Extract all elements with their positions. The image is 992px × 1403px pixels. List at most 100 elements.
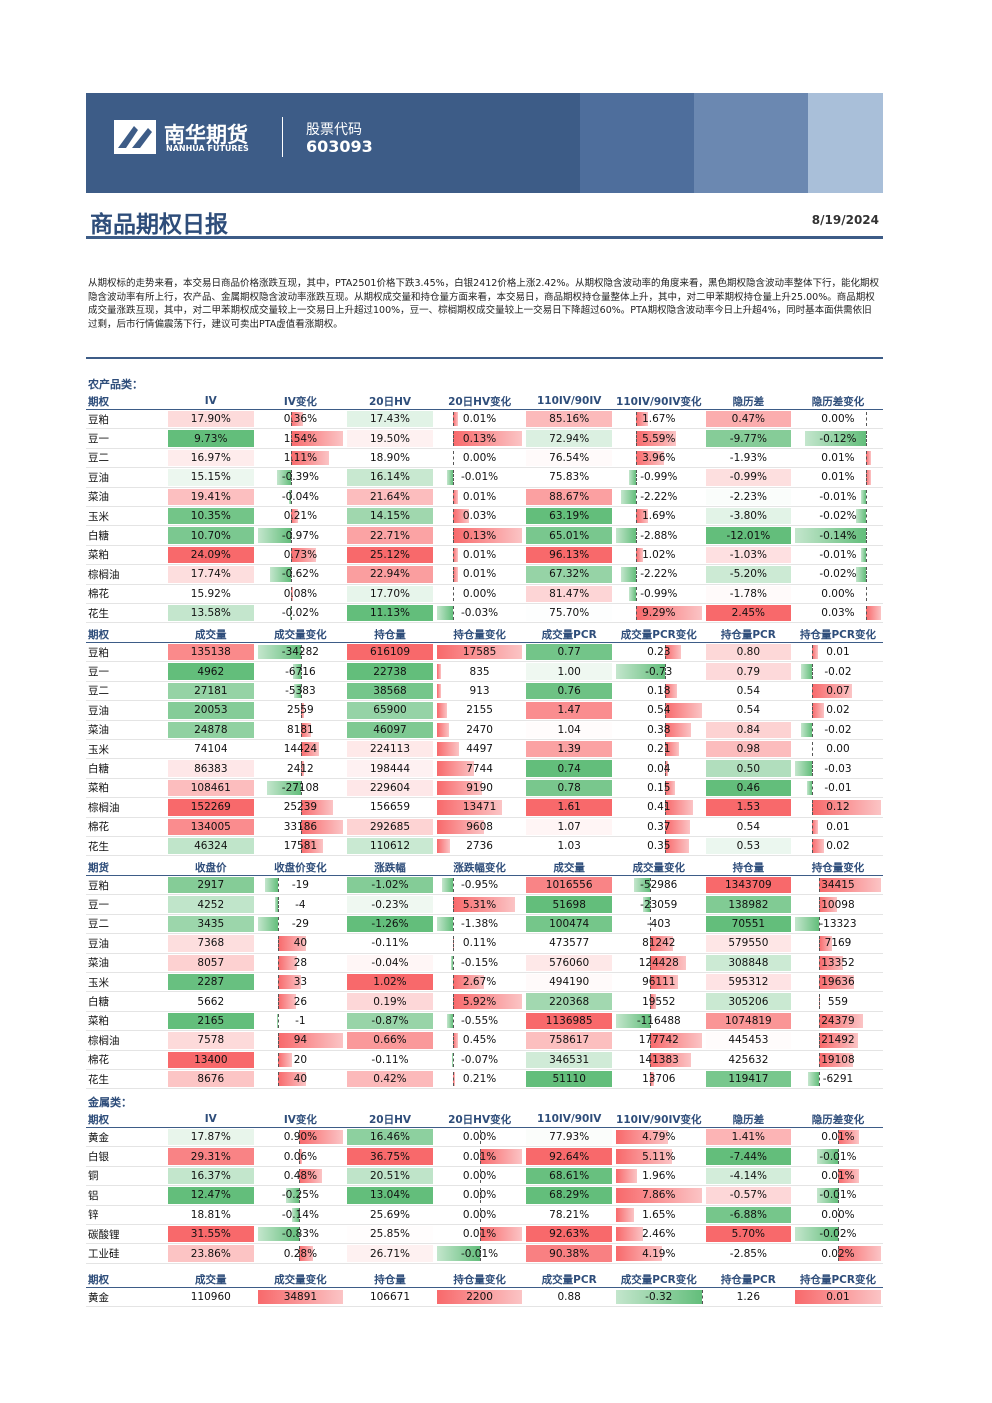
cell-text: -1.38% <box>461 917 499 930</box>
heat-fill <box>168 837 254 855</box>
table-row: 豆粕 17.90% 0.36% 17.43% 0.01% 85.16% 1.67% 0.47%… <box>86 410 883 430</box>
heat-fill <box>526 644 612 661</box>
cell-text: -0.01% <box>819 490 857 503</box>
table-cell: -1.93% <box>704 449 794 467</box>
data-bar <box>436 605 453 621</box>
data-bar <box>795 1226 838 1242</box>
data-bar <box>636 412 648 427</box>
bar-axis <box>301 819 303 834</box>
cell-text: 92.64% <box>549 1150 590 1163</box>
table-cell: 0.03% <box>435 507 525 525</box>
column-header: 110IV/90IV <box>536 395 602 407</box>
row-label-text: 棕榈油 <box>88 568 120 581</box>
cell-text: 18.81% <box>190 1208 231 1221</box>
table-cell: 0.12 <box>793 798 883 816</box>
cell-text: -0.14% <box>819 529 857 542</box>
data-bar <box>806 780 813 796</box>
table-cell: 22738 <box>345 662 435 680</box>
table-cell: -116488 <box>614 1012 704 1030</box>
heat-fill <box>526 1245 612 1262</box>
table-cell: 40 <box>256 1070 346 1088</box>
cell-text: 0.19% <box>373 995 407 1008</box>
table-row: 棉花 134005 33186 292685 9608 1.07 0.37 0.54 0.01 <box>86 818 883 837</box>
bar-axis <box>290 508 292 524</box>
cell-text: 1.11% <box>283 451 318 464</box>
cell-text: 74104 <box>194 743 228 756</box>
table-cell: -19 <box>256 876 346 894</box>
table-cell: 46097 <box>345 721 435 739</box>
table-cell: 0.98 <box>704 740 794 758</box>
heat-fill <box>347 507 433 525</box>
row-label: 豆粕 <box>86 876 166 894</box>
cell-text: 0.54 <box>647 704 671 717</box>
cell-text: 135138 <box>190 646 231 659</box>
heat-fill <box>526 604 612 622</box>
cell-text: 9190 <box>466 781 493 794</box>
row-label: 白糖 <box>86 759 166 777</box>
cell-text: 152269 <box>190 801 231 814</box>
table-cell: -0.39% <box>256 468 346 486</box>
cell-text: -0.97% <box>281 529 319 542</box>
table-cell: 0.00% <box>435 1206 525 1224</box>
column-header: 成交量PCR <box>541 628 597 641</box>
table-cell: -29 <box>256 915 346 933</box>
table-cell: 24.09% <box>166 546 256 564</box>
heat-fill <box>168 585 254 602</box>
table-row: 白银 29.31% 0.06% 36.75% 0.01% 92.64% 5.11% -7.44… <box>86 1147 883 1167</box>
heat-fill <box>347 799 433 816</box>
table-row: 黄金 110960 34891 106671 2200 0.88 -0.32 1.26 0.01 <box>86 1288 883 1308</box>
cell-text: 220368 <box>549 995 590 1008</box>
table-cell: 2412 <box>256 759 346 777</box>
cell-text: 106671 <box>369 1291 411 1304</box>
table-cell: 0.73% <box>256 546 346 564</box>
table-cell: 835 <box>435 662 525 680</box>
data-bar <box>865 605 881 621</box>
table-cell: 25.85% <box>345 1225 435 1243</box>
bar-axis <box>479 1149 481 1164</box>
data-bar <box>812 800 881 815</box>
cell-text: 17.87% <box>190 1131 231 1144</box>
cell-text: 2.67% <box>462 976 497 989</box>
table-cell: 76.54% <box>524 449 614 467</box>
cell-text: 15.15% <box>190 471 231 484</box>
table-cell: 1.04 <box>524 721 614 739</box>
heat-fill <box>347 1070 433 1088</box>
bar-axis <box>865 508 867 524</box>
cell-text: 75.83% <box>549 471 590 484</box>
cell-text: -2.88% <box>640 529 678 542</box>
table-cell: 46324 <box>166 837 256 855</box>
table-cell: -34282 <box>256 643 346 661</box>
heat-fill <box>705 1187 792 1204</box>
cell-text: -0.99% <box>640 471 678 484</box>
column-header: 20日HV变化 <box>448 1113 512 1126</box>
bar-axis <box>452 489 454 504</box>
data-bar <box>819 1013 863 1029</box>
table-cell: 67.32% <box>524 565 614 583</box>
cell-text: -0.03% <box>461 607 499 620</box>
header-block <box>808 93 883 193</box>
bar-axis <box>636 547 638 563</box>
cell-text: 1.00 <box>557 665 581 678</box>
cell-text: 31.55% <box>190 1228 231 1241</box>
row-label-text: 棕榈油 <box>88 1034 120 1047</box>
bar-axis <box>636 605 638 621</box>
table-cell: 0.18 <box>614 682 704 700</box>
table-cell: 576060 <box>524 954 614 972</box>
cell-text: -0.32 <box>645 1291 673 1304</box>
data-bar <box>277 470 291 485</box>
data-bar <box>634 878 650 893</box>
cell-text: 13352 <box>821 956 855 969</box>
cell-text: 19.41% <box>190 490 231 503</box>
bar-axis <box>290 450 292 466</box>
data-bar <box>447 470 453 485</box>
cell-text: -0.62% <box>281 568 319 581</box>
data-bar <box>615 1149 672 1164</box>
data-bar <box>795 528 866 543</box>
data-bar <box>446 1013 453 1029</box>
cell-text: 34415 <box>821 879 855 892</box>
row-label-text: 豆一 <box>88 666 109 679</box>
table-cell: 2470 <box>435 721 525 739</box>
heat-fill <box>168 644 254 661</box>
data-bar <box>264 878 278 893</box>
data-bar <box>819 974 855 990</box>
